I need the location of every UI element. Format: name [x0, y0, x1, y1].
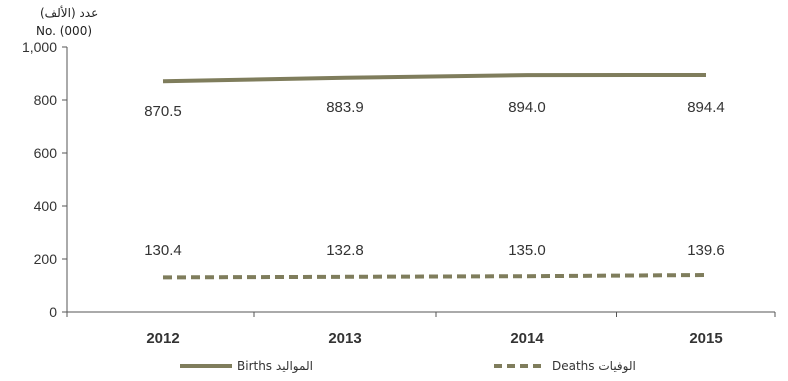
- y-tick-label: 800: [34, 92, 58, 108]
- births-series-line: [162, 73, 707, 84]
- x-tick-label: 2014: [510, 330, 544, 347]
- x-tick-label: 2013: [328, 330, 361, 347]
- y-tick-label: 0: [49, 304, 57, 320]
- legend-births-label: Births المواليد: [237, 359, 313, 374]
- y-tick-label: 1,000: [22, 39, 57, 55]
- legend-deaths-label: Deaths الوفيات: [552, 359, 636, 374]
- births-data-label: 894.0: [508, 99, 546, 116]
- y-axis-unit-label-english: No. (000): [36, 24, 93, 38]
- x-tick-label: 2015: [689, 330, 722, 347]
- deaths-data-label: 130.4: [144, 242, 182, 259]
- births-data-label: 883.9: [326, 99, 364, 116]
- deaths-data-label: 139.6: [687, 242, 725, 259]
- y-tick-label: 600: [34, 145, 58, 161]
- y-tick-label: 200: [34, 251, 58, 267]
- births-data-label: 870.5: [144, 103, 182, 120]
- x-tick-label: 2012: [146, 330, 179, 347]
- deaths-series-line: [162, 273, 707, 280]
- y-tick-label: 400: [34, 198, 58, 214]
- deaths-data-label: 132.8: [326, 242, 364, 259]
- births-data-label: 894.4: [687, 99, 725, 116]
- y-axis-unit-label-arabic: عدد (الألف): [40, 6, 99, 20]
- deaths-data-label: 135.0: [508, 242, 546, 259]
